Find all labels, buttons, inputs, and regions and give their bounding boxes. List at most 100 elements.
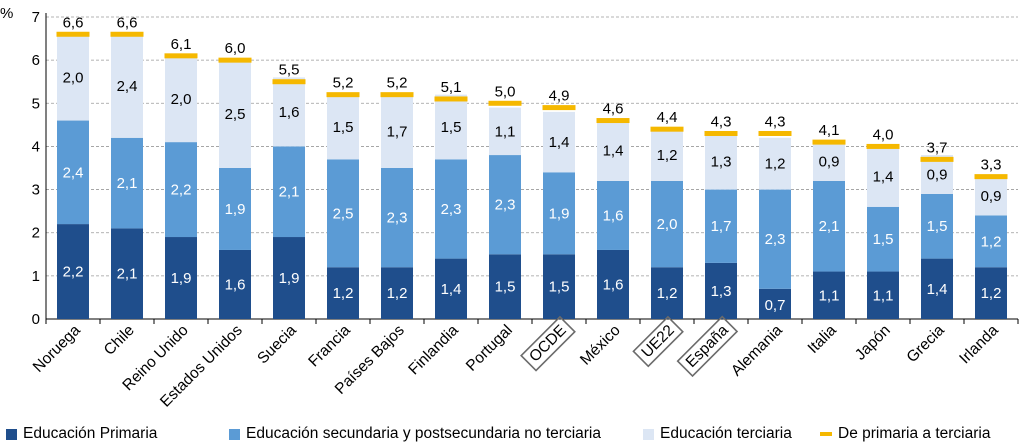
bar-secundaria-0: [57, 120, 89, 225]
total-marker-5: [326, 92, 360, 98]
legend-item-terciaria: Educación terciaria: [643, 424, 792, 444]
bar-terciaria-9: [543, 111, 575, 173]
data-label-primaria-14: 1,1: [819, 287, 840, 304]
x-label-14: Italia: [805, 322, 840, 357]
bar-primaria-3: [219, 249, 251, 319]
bar-primaria-6: [381, 267, 413, 319]
data-label-secundaria-11: 2,0: [657, 216, 678, 233]
total-marker-10: [596, 118, 630, 124]
bar-terciaria-8: [489, 107, 521, 156]
bar-secundaria-1: [111, 137, 143, 229]
bar-terciaria-7: [435, 94, 467, 160]
data-label-secundaria-10: 1,6: [603, 207, 624, 224]
bar-terciaria-12: [705, 133, 737, 190]
x-label-group-5: Francia: [305, 322, 354, 371]
bar-terciaria-6: [381, 94, 413, 168]
bar-secundaria-15: [867, 206, 899, 272]
total-label-12: 4,3: [711, 113, 732, 130]
data-label-secundaria-14: 2,1: [819, 218, 840, 235]
y-tick-label-1: 1: [32, 268, 40, 285]
x-label-box-9: [520, 315, 576, 372]
data-label-terciaria-0: 2,0: [63, 69, 84, 86]
total-label-10: 4,6: [603, 101, 624, 118]
data-label-terciaria-4: 1,6: [279, 104, 300, 121]
bar-primaria-5: [327, 267, 359, 319]
total-label-16: 3,7: [927, 139, 948, 156]
data-label-terciaria-8: 1,1: [495, 123, 516, 140]
total-marker-15: [866, 143, 900, 149]
x-label-group-17: Irlanda: [956, 322, 1002, 368]
bar-primaria-12: [705, 262, 737, 319]
data-label-primaria-15: 1,1: [873, 287, 894, 304]
total-marker-11: [650, 126, 684, 132]
data-label-secundaria-12: 1,7: [711, 218, 732, 235]
bar-primaria-10: [597, 249, 629, 319]
x-label-box-11: [632, 315, 684, 368]
total-marker-0: [56, 31, 90, 37]
bar-secundaria-5: [327, 159, 359, 268]
y-tick-label-0: 0: [32, 311, 40, 328]
bar-primaria-4: [273, 237, 305, 319]
bar-primaria-9: [543, 254, 575, 319]
data-label-primaria-7: 1,4: [441, 281, 462, 298]
data-label-secundaria-8: 2,3: [495, 197, 516, 214]
x-label-7: Finlandia: [405, 322, 462, 379]
total-label-15: 4,0: [873, 126, 894, 143]
data-label-secundaria-15: 1,5: [873, 231, 894, 248]
total-label-7: 5,1: [441, 79, 462, 96]
total-marker-9: [542, 105, 576, 111]
bar-secundaria-7: [435, 159, 467, 259]
total-marker-13: [758, 130, 792, 136]
bar-terciaria-0: [57, 34, 89, 121]
total-label-0: 6,6: [63, 14, 84, 31]
bar-primaria-7: [435, 258, 467, 319]
bar-secundaria-8: [489, 155, 521, 255]
bar-secundaria-4: [273, 146, 305, 238]
x-label-group-10: México: [577, 322, 624, 369]
axis-layer: 0 1 2 3 4 5 6 7%: [0, 5, 1019, 328]
data-label-primaria-4: 1,9: [279, 270, 300, 287]
bar-terciaria-11: [651, 129, 683, 181]
bar-secundaria-10: [597, 180, 629, 250]
legend-label-total: De primaria a terciaria: [838, 425, 991, 442]
x-label-12: España: [683, 322, 732, 371]
data-label-terciaria-12: 1,3: [711, 154, 732, 171]
bar-secundaria-11: [651, 180, 683, 268]
total-label-11: 4,4: [657, 109, 678, 126]
bar-terciaria-5: [327, 94, 359, 160]
total-marker-17: [974, 174, 1008, 180]
legend-swatch-terciaria: [643, 428, 654, 440]
total-marker-2: [164, 53, 198, 59]
data-label-terciaria-16: 0,9: [927, 166, 948, 183]
y-tick-label-7: 7: [32, 9, 40, 26]
data-label-terciaria-17: 0,9: [981, 188, 1002, 205]
data-label-secundaria-0: 2,4: [63, 164, 84, 181]
data-label-terciaria-9: 1,4: [549, 134, 570, 151]
total-label-8: 5,0: [495, 83, 516, 100]
bar-terciaria-14: [813, 142, 845, 181]
bar-primaria-8: [489, 254, 521, 319]
total-marker-14: [812, 139, 846, 145]
data-label-secundaria-9: 1,9: [549, 205, 570, 222]
legend: Educación Primaria Educación secundaria …: [6, 424, 1024, 446]
bar-terciaria-3: [219, 60, 251, 169]
y-tick-label-3: 3: [32, 182, 40, 199]
bar-primaria-17: [975, 267, 1007, 319]
x-label-1: Chile: [101, 322, 138, 359]
data-label-primaria-9: 1,5: [549, 279, 570, 296]
bar-terciaria-4: [273, 77, 305, 147]
x-label-group-16: Grecia: [904, 322, 949, 367]
total-marker-12: [704, 130, 738, 136]
legend-label-secundaria: Educación secundaria y postsecundaria no…: [246, 425, 601, 442]
data-label-secundaria-16: 1,5: [927, 218, 948, 235]
data-label-terciaria-13: 1,2: [765, 156, 786, 173]
bar-primaria-1: [111, 228, 143, 319]
total-label-2: 6,1: [171, 36, 192, 53]
total-marker-16: [920, 156, 954, 162]
bar-terciaria-17: [975, 176, 1007, 216]
total-label-1: 6,6: [117, 14, 138, 31]
x-label-group-8: Portugal: [463, 322, 516, 375]
bar-secundaria-12: [705, 189, 737, 263]
legend-item-secundaria: Educación secundaria y postsecundaria no…: [229, 424, 601, 444]
